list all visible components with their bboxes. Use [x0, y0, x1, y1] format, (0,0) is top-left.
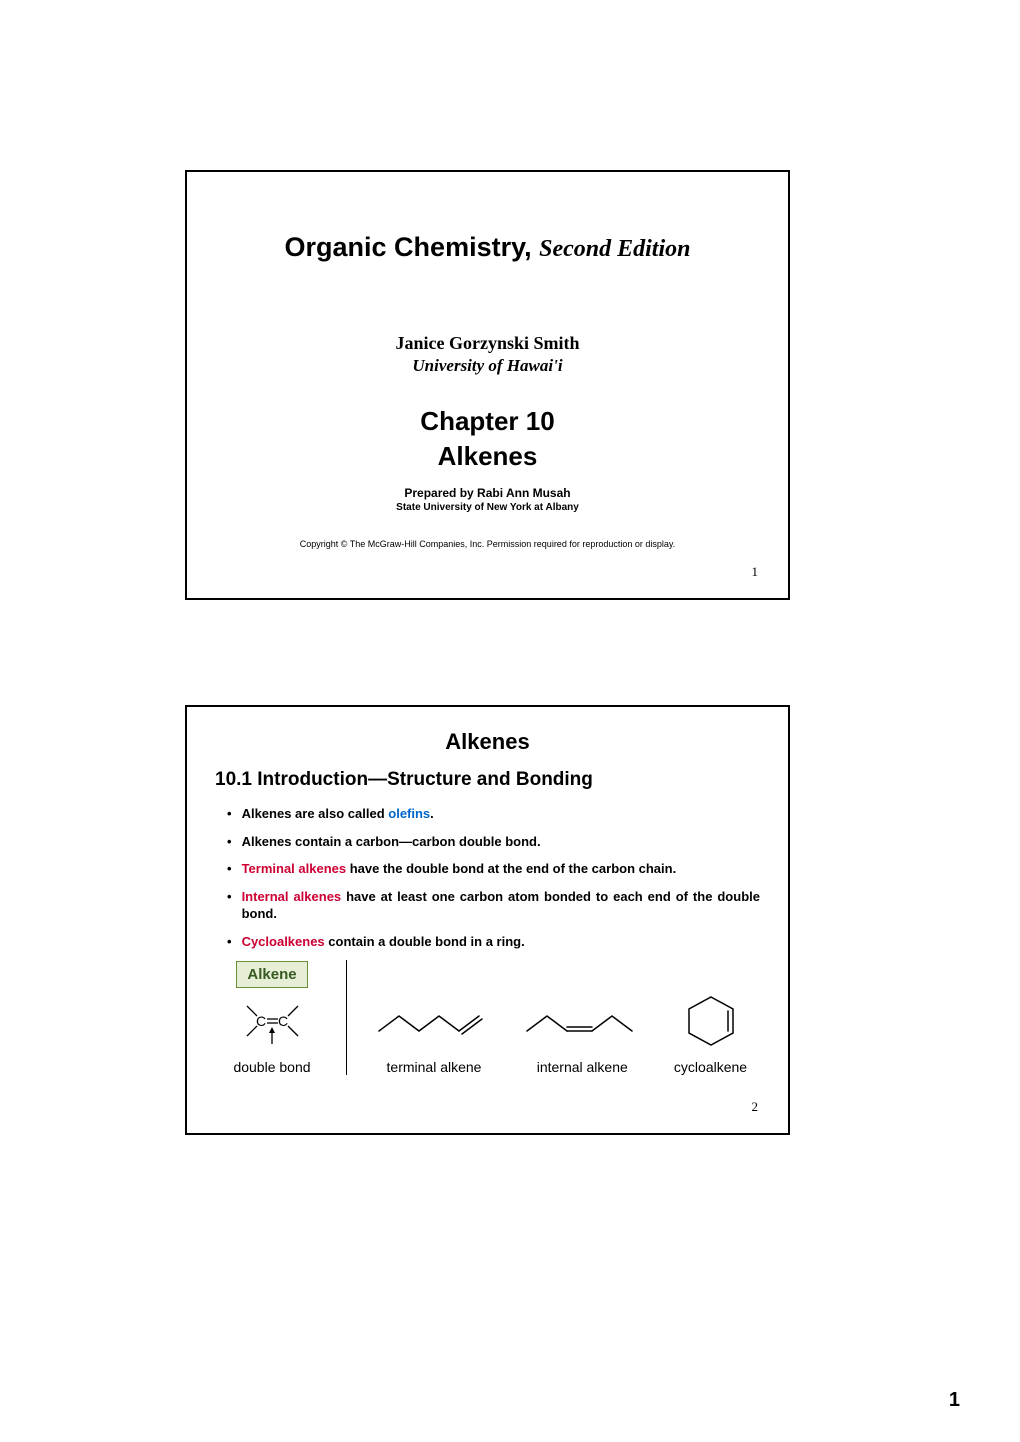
- bullet-item: • Cycloalkenes contain a double bond in …: [223, 933, 760, 951]
- figure-label: double bond: [233, 1059, 310, 1075]
- bullet-item: • Internal alkenes have at least one car…: [223, 888, 760, 923]
- bullet-text: Terminal alkenes have the double bond at…: [242, 860, 760, 878]
- figure-label: terminal alkene: [387, 1059, 482, 1075]
- vertical-divider: [346, 960, 347, 1075]
- slide2-subheading: 10.1 Introduction—Structure and Bonding: [215, 769, 760, 791]
- figure-col-internal: internal alkene: [515, 996, 650, 1075]
- bullet-list: • Alkenes are also called olefins. • Alk…: [215, 805, 760, 950]
- svg-text:C: C: [278, 1013, 288, 1029]
- double-bond-structure-icon: C C: [232, 996, 312, 1051]
- title-main-text: Organic Chemistry,: [285, 232, 540, 262]
- figure-col-cycloalkene: cycloalkene: [663, 991, 758, 1075]
- preparer-affiliation: State University of New York at Albany: [217, 502, 758, 513]
- bullet-post: contain a double bond in a ring.: [325, 934, 525, 949]
- author-university: University of Hawai'i: [217, 356, 758, 376]
- chapter-number: Chapter 10: [217, 406, 758, 437]
- slide-1: Organic Chemistry, Second Edition Janice…: [185, 170, 790, 600]
- bullet-text: Alkenes contain a carbon—carbon double b…: [242, 833, 760, 851]
- bullet-dot-icon: •: [227, 888, 232, 906]
- slide-page-number: 1: [752, 564, 759, 580]
- bullet-dot-icon: •: [227, 933, 232, 951]
- internal-alkene-icon: [517, 996, 647, 1051]
- bullet-item: • Terminal alkenes have the double bond …: [223, 860, 760, 878]
- bullet-text: Alkenes are also called olefins.: [242, 805, 760, 823]
- copyright-notice: Copyright © The McGraw-Hill Companies, I…: [217, 539, 758, 549]
- bullet-term: Terminal alkenes: [242, 861, 347, 876]
- bullet-text: Internal alkenes have at least one carbo…: [242, 888, 760, 923]
- document-page-number: 1: [949, 1389, 960, 1412]
- bullet-pre: Alkenes are also called: [242, 806, 389, 821]
- alkene-badge: Alkene: [236, 961, 307, 988]
- prepared-by: Prepared by Rabi Ann Musah: [217, 486, 758, 500]
- terminal-alkene-icon: [369, 996, 499, 1051]
- bullet-item: • Alkenes contain a carbon—carbon double…: [223, 833, 760, 851]
- figure-label: cycloalkene: [674, 1059, 747, 1075]
- chapter-title: Alkenes: [217, 441, 758, 472]
- page: Organic Chemistry, Second Edition Janice…: [0, 0, 1020, 1442]
- cycloalkene-icon: [676, 991, 746, 1051]
- figure-row: Alkene C C: [215, 960, 760, 1075]
- title-edition: Second Edition: [539, 236, 690, 262]
- book-title: Organic Chemistry, Second Edition: [217, 232, 758, 263]
- svg-text:C: C: [256, 1013, 266, 1029]
- bullet-term: Internal alkenes: [242, 889, 342, 904]
- bullet-pre: Alkenes contain a carbon—carbon double b…: [242, 834, 541, 849]
- figure-label: internal alkene: [537, 1059, 628, 1075]
- slide-page-number: 2: [752, 1099, 759, 1115]
- bullet-post: .: [430, 806, 434, 821]
- figure-col-alkene: Alkene C C: [217, 961, 327, 1075]
- bullet-post: have the double bond at the end of the c…: [346, 861, 676, 876]
- slide2-heading: Alkenes: [215, 729, 760, 755]
- bullet-item: • Alkenes are also called olefins.: [223, 805, 760, 823]
- figure-col-terminal: terminal alkene: [367, 996, 502, 1075]
- author-name: Janice Gorzynski Smith: [217, 333, 758, 354]
- bullet-dot-icon: •: [227, 860, 232, 878]
- bullet-term: Cycloalkenes: [242, 934, 325, 949]
- bullet-text: Cycloalkenes contain a double bond in a …: [242, 933, 760, 951]
- bullet-dot-icon: •: [227, 805, 232, 823]
- bullet-dot-icon: •: [227, 833, 232, 851]
- bullet-term: olefins: [388, 806, 430, 821]
- slide-2: Alkenes 10.1 Introduction—Structure and …: [185, 705, 790, 1135]
